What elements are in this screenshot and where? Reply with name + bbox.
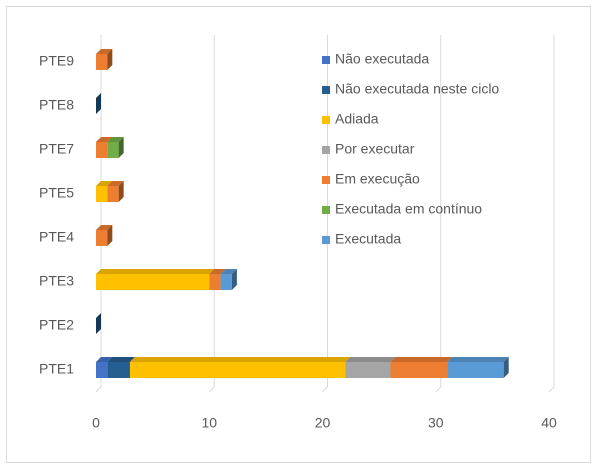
bar-top bbox=[96, 357, 113, 362]
y-tick-label: PTE1 bbox=[39, 361, 74, 377]
legend-swatch bbox=[322, 236, 330, 244]
grid-floor bbox=[548, 386, 555, 393]
bar-top bbox=[107, 357, 135, 362]
bar bbox=[107, 142, 119, 158]
bar bbox=[220, 274, 232, 290]
grid-floor bbox=[208, 386, 215, 393]
bar-side bbox=[107, 225, 113, 246]
bar bbox=[96, 54, 108, 70]
y-tick-label: PTE7 bbox=[39, 141, 74, 157]
bar-side bbox=[118, 137, 124, 158]
legend-swatch bbox=[322, 56, 330, 64]
legend-label: Executada bbox=[335, 231, 401, 247]
bar-side bbox=[231, 269, 237, 290]
x-tick-label: 0 bbox=[92, 415, 100, 431]
legend-swatch bbox=[322, 206, 330, 214]
bar-top bbox=[96, 269, 215, 274]
bar-top bbox=[96, 137, 113, 142]
bar-top bbox=[96, 225, 113, 230]
legend-label: Não executada bbox=[335, 51, 429, 67]
y-tick-label: PTE9 bbox=[39, 53, 74, 69]
bar-side bbox=[96, 313, 101, 334]
bar-top bbox=[107, 181, 124, 186]
grid-floor bbox=[95, 386, 102, 393]
grid-floor bbox=[322, 386, 328, 393]
bar-side bbox=[118, 181, 124, 202]
legend-swatch bbox=[322, 116, 330, 124]
x-tick-label: 40 bbox=[541, 415, 557, 431]
x-tick-label: 20 bbox=[315, 415, 331, 431]
bar bbox=[209, 274, 221, 290]
bar-side bbox=[503, 357, 509, 378]
bar-top bbox=[96, 181, 113, 186]
bar-top bbox=[96, 49, 113, 54]
y-tick-label: PTE4 bbox=[39, 229, 74, 245]
x-tick-label: 30 bbox=[428, 415, 444, 431]
legend-label: Executada em contínuo bbox=[335, 201, 482, 217]
legend-swatch bbox=[322, 86, 330, 94]
bar bbox=[129, 362, 346, 378]
bar bbox=[96, 142, 108, 158]
bar bbox=[96, 186, 108, 202]
x-tick-label: 10 bbox=[201, 415, 217, 431]
legend-label: Adiada bbox=[335, 111, 379, 127]
legend-label: Em execução bbox=[335, 171, 420, 187]
legend-label: Por executar bbox=[335, 141, 415, 157]
bar-top bbox=[107, 137, 124, 142]
y-tick-label: PTE5 bbox=[39, 185, 74, 201]
bar-top bbox=[209, 269, 226, 274]
bar bbox=[345, 362, 391, 378]
bar-top bbox=[129, 357, 351, 362]
bar-top bbox=[345, 357, 396, 362]
y-tick-label: PTE8 bbox=[39, 97, 74, 113]
bar bbox=[107, 186, 119, 202]
y-tick-label: PTE3 bbox=[39, 273, 74, 289]
legend-swatch bbox=[322, 146, 330, 154]
bar-top bbox=[220, 269, 237, 274]
bar bbox=[96, 362, 108, 378]
legend-label: Não executada neste ciclo bbox=[335, 81, 499, 97]
bar bbox=[447, 362, 504, 378]
y-tick-label: PTE2 bbox=[39, 317, 74, 333]
bar bbox=[107, 362, 130, 378]
bar bbox=[96, 274, 210, 290]
bar-top bbox=[447, 357, 509, 362]
bar bbox=[96, 230, 108, 246]
grid-floor bbox=[435, 386, 442, 393]
bar-side bbox=[96, 93, 101, 114]
chart-border bbox=[6, 6, 591, 463]
bar-side bbox=[107, 49, 113, 70]
legend-swatch bbox=[322, 176, 330, 184]
bar-top bbox=[390, 357, 453, 362]
bar bbox=[390, 362, 448, 378]
